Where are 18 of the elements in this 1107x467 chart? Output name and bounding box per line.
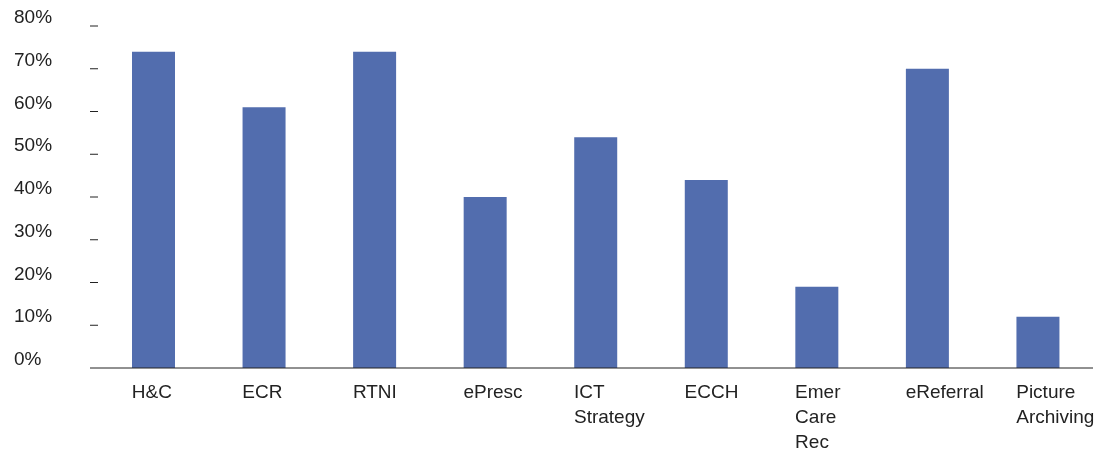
x-tick-label: ECCH	[684, 381, 739, 402]
y-tick-label: 0%	[14, 348, 42, 369]
x-tick-label: ePresc	[463, 381, 523, 402]
y-tick-label: 80%	[14, 6, 53, 27]
y-tick-label: 50%	[14, 134, 53, 156]
x-tick-label: H&C	[131, 381, 172, 402]
y-tick-label: 20%	[14, 262, 53, 284]
x-tick-label: ICT Strategy	[574, 381, 646, 427]
x-tick-label: Emer Care Rec	[795, 381, 842, 452]
x-tick-label: Picture Archiving	[1016, 381, 1095, 427]
y-tick-label: 70%	[14, 48, 53, 70]
y-tick-label: 40%	[14, 177, 53, 198]
x-tick-label: eReferral	[905, 381, 984, 402]
y-tick-label: 60%	[14, 91, 53, 113]
y-tick-label: 30%	[14, 219, 53, 241]
x-tick-label: RTNI	[352, 381, 397, 402]
y-tick-label: 10%	[14, 305, 53, 327]
x-tick-label: ECR	[242, 381, 283, 402]
